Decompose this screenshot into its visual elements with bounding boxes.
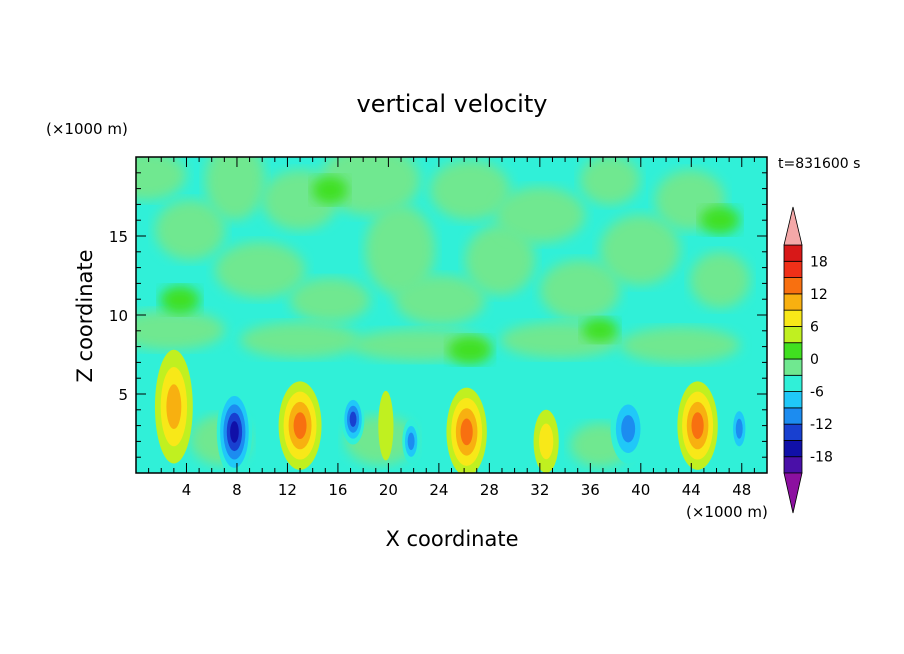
colorbar-band (783, 374, 803, 392)
contour-band (621, 415, 636, 443)
background-patch (448, 336, 492, 364)
contour-band (230, 421, 239, 443)
colorbar-over-arrow (783, 206, 803, 246)
background-patch (136, 157, 186, 200)
velocity-cell (154, 349, 193, 464)
y-tick-label: 10 (109, 307, 128, 325)
background-patch (136, 310, 225, 350)
colorbar-band (783, 407, 803, 425)
chart-title: vertical velocity (357, 90, 548, 118)
background-patch (205, 157, 265, 220)
background-patch (690, 252, 750, 308)
x-tick-label: 24 (429, 481, 448, 499)
x-tick-label: 12 (278, 481, 297, 499)
contour-band (735, 418, 743, 439)
velocity-cell (216, 387, 253, 473)
contour-band (407, 432, 415, 451)
background-patch (290, 278, 370, 322)
x-tick-label: 20 (379, 481, 398, 499)
y-axis-label: Z coordinate (73, 249, 97, 382)
velocity-cell (533, 409, 559, 473)
velocity-cell (610, 394, 646, 464)
colorbar-tick-label: -12 (810, 417, 833, 433)
colorbar-tick-label: 18 (810, 254, 828, 270)
colorbar-band (783, 293, 803, 311)
colorbar-tick-label: 6 (810, 319, 819, 335)
colorbar-band (783, 326, 803, 344)
background-patch (495, 187, 585, 243)
background-patch (155, 200, 225, 260)
time-label: t=831600 s (778, 156, 860, 172)
velocity-cell (730, 403, 749, 455)
background-patch (700, 206, 740, 234)
background-patch (620, 327, 740, 363)
contour-band (460, 418, 473, 446)
colorbar-band (783, 440, 803, 458)
background-patch (320, 157, 420, 215)
contour-band (349, 411, 357, 427)
y-tick-label: 5 (118, 386, 128, 404)
velocity-cells (154, 349, 749, 473)
colorbar-under-arrow (783, 472, 803, 514)
background-patch (312, 176, 348, 204)
velocity-cell (278, 381, 322, 470)
colorbar-tick-label: 0 (810, 352, 819, 368)
plot-area (136, 157, 767, 473)
colorbar-band (783, 423, 803, 441)
y-tick-label: 15 (109, 228, 128, 246)
colorbar-band (783, 391, 803, 409)
background-patch (465, 225, 535, 295)
contour-band (539, 423, 554, 460)
velocity-cell (446, 387, 487, 473)
colorbar: 18 12 6 0 -6 -12 -18 (783, 206, 833, 514)
background-patch (215, 242, 305, 298)
background-patch (600, 215, 680, 285)
contour-band (166, 384, 182, 430)
velocity-cell (677, 381, 718, 470)
colorbar-band (783, 358, 803, 376)
x-tick-label: 32 (530, 481, 549, 499)
x-axis-label: X coordinate (385, 527, 518, 551)
velocity-cell (341, 394, 365, 445)
x-tick-label: 36 (581, 481, 600, 499)
background-patches (136, 157, 750, 467)
velocity-cell (402, 419, 420, 464)
background-patch (160, 286, 200, 314)
x-tick-label: 28 (480, 481, 499, 499)
background-patch (580, 157, 640, 205)
contour-band (691, 412, 704, 439)
background-patch (582, 318, 618, 342)
colorbar-tick-label: 12 (810, 287, 828, 303)
background-patch (365, 205, 435, 295)
colorbar-band (783, 277, 803, 295)
colorbar-band (783, 244, 803, 262)
y-unit-label: (×1000 m) (46, 120, 128, 138)
y-axis: 5 10 15 (109, 172, 767, 458)
x-tick-label: 48 (732, 481, 751, 499)
background-patch (430, 160, 510, 220)
colorbar-band (783, 456, 803, 474)
colorbar-band (783, 260, 803, 278)
colorbar-band (783, 342, 803, 360)
x-tick-label: 40 (631, 481, 650, 499)
background-patch (240, 322, 360, 358)
colorbar-band (783, 309, 803, 327)
x-tick-label: 8 (232, 481, 242, 499)
x-unit-label: (×1000 m) (686, 503, 768, 521)
x-axis: 4 8 12 16 20 24 28 32 36 40 44 48 (148, 157, 755, 499)
x-tick-label: 44 (682, 481, 701, 499)
contour-band (378, 390, 394, 461)
background-patch (395, 275, 485, 325)
x-tick-label: 4 (182, 481, 192, 499)
x-tick-label: 16 (328, 481, 347, 499)
contour-band (293, 412, 307, 439)
colorbar-tick-label: -18 (810, 450, 833, 466)
background-patch (540, 260, 620, 320)
colorbar-tick-label: -6 (810, 385, 824, 401)
velocity-cell (378, 390, 394, 461)
